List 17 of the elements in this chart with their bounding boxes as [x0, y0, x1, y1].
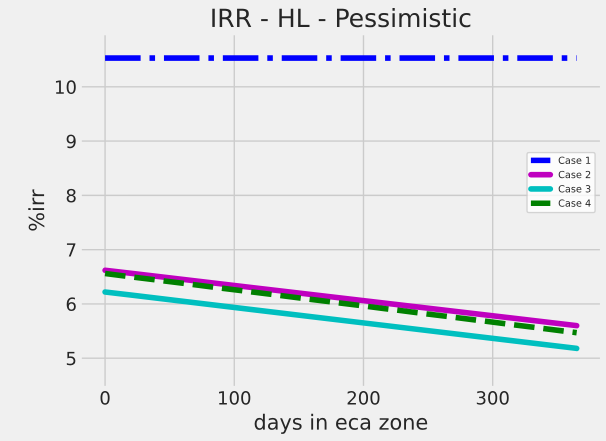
legend-label: Case 3: [558, 185, 590, 192]
y-tick-label: 5: [66, 352, 76, 366]
y-tick-label: 8: [66, 188, 76, 202]
legend-label: Case 1: [558, 156, 590, 164]
y-tick-label: 9: [66, 134, 76, 148]
x-axis-title: days in eca zone: [254, 414, 428, 434]
y-tick-label: 6: [66, 297, 76, 312]
y-tick-label: 10: [56, 80, 76, 94]
x-tick-label: 200: [348, 391, 380, 405]
y-tick-label: 7: [66, 243, 76, 257]
x-tick-label: 0: [100, 391, 110, 405]
y-axis-title: %irr: [28, 189, 44, 231]
legend-label: Case 4: [558, 199, 591, 207]
chart-title: IRR - HL - Pessimistic: [212, 8, 470, 28]
x-tick-label: 100: [219, 391, 250, 405]
legend-label: Case 2: [558, 170, 590, 178]
x-tick-label: 300: [476, 391, 509, 405]
